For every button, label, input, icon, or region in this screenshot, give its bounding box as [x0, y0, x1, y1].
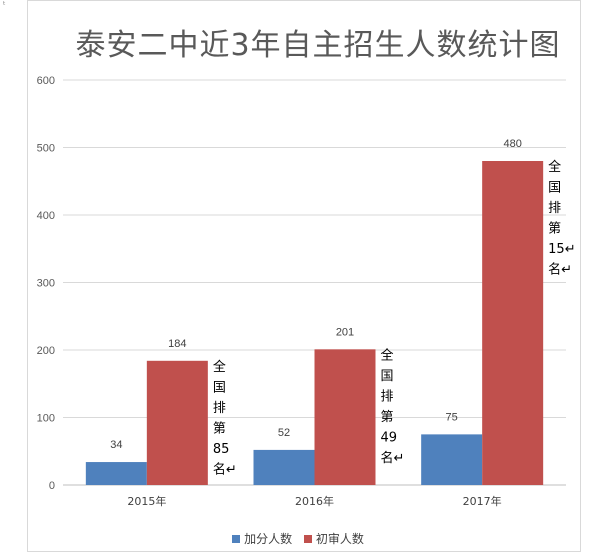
legend-swatch-series-1 [303, 534, 312, 543]
annotation-text: 排 [213, 401, 226, 416]
bar [253, 449, 315, 485]
annotation-text: 全 [213, 359, 226, 375]
x-tick-label: 2015年 [127, 494, 166, 508]
x-tick-label: 2017年 [463, 494, 502, 508]
data-label: 52 [278, 427, 290, 439]
y-tick-label: 300 [37, 278, 55, 290]
annotation-text: 全 [381, 347, 394, 363]
annotation-text: 排 [381, 389, 394, 404]
data-label: 34 [110, 439, 122, 451]
y-tick-label: 400 [37, 210, 55, 222]
annotation-text: 第 [213, 421, 226, 436]
legend: 加分人数 初审人数 [0, 530, 596, 547]
annotation-text: 全 [548, 159, 561, 175]
data-label: 75 [446, 411, 458, 423]
annotation-text: 49 [381, 430, 398, 445]
data-label: 184 [168, 338, 186, 350]
bar [314, 349, 376, 485]
legend-swatch-series-0 [232, 534, 241, 543]
y-tick-label: 0 [49, 480, 55, 492]
y-tick-label: 100 [37, 413, 55, 425]
annotation-text: 15↵ [548, 242, 575, 257]
annotation-text: 名↵ [548, 262, 572, 278]
chart-title: 泰安二中近3年自主招生人数统计图 [75, 28, 561, 63]
annotation-text: 第 [548, 222, 561, 237]
annotation-text: 排 [548, 201, 561, 216]
annotation-text: 名↵ [381, 450, 405, 466]
chart-frame [27, 0, 581, 552]
annotation-text: 85 [213, 442, 230, 457]
annotation-text: 国 [548, 181, 561, 196]
x-tick-label: 2016年 [295, 494, 334, 508]
bar [482, 161, 544, 485]
y-tick-label: 200 [37, 345, 55, 357]
annotation-text: 国 [381, 369, 394, 384]
annotation-text: 第 [381, 410, 394, 425]
legend-label-series-0: 加分人数 [244, 532, 293, 546]
y-tick-label: 500 [37, 143, 55, 155]
y-tick-label: 600 [37, 75, 55, 87]
bar [146, 360, 208, 485]
legend-item-series-1: 初审人数 [303, 530, 364, 547]
annotation-text: 名↵ [213, 461, 237, 477]
corner-mark: ᵗ [3, 1, 6, 11]
annotation-text: 国 [213, 380, 226, 395]
bar [85, 462, 147, 485]
legend-item-series-0: 加分人数 [232, 530, 292, 547]
data-label: 201 [336, 326, 354, 338]
legend-label-series-1: 初审人数 [315, 532, 364, 546]
bar [421, 434, 483, 485]
data-label: 480 [503, 138, 521, 150]
